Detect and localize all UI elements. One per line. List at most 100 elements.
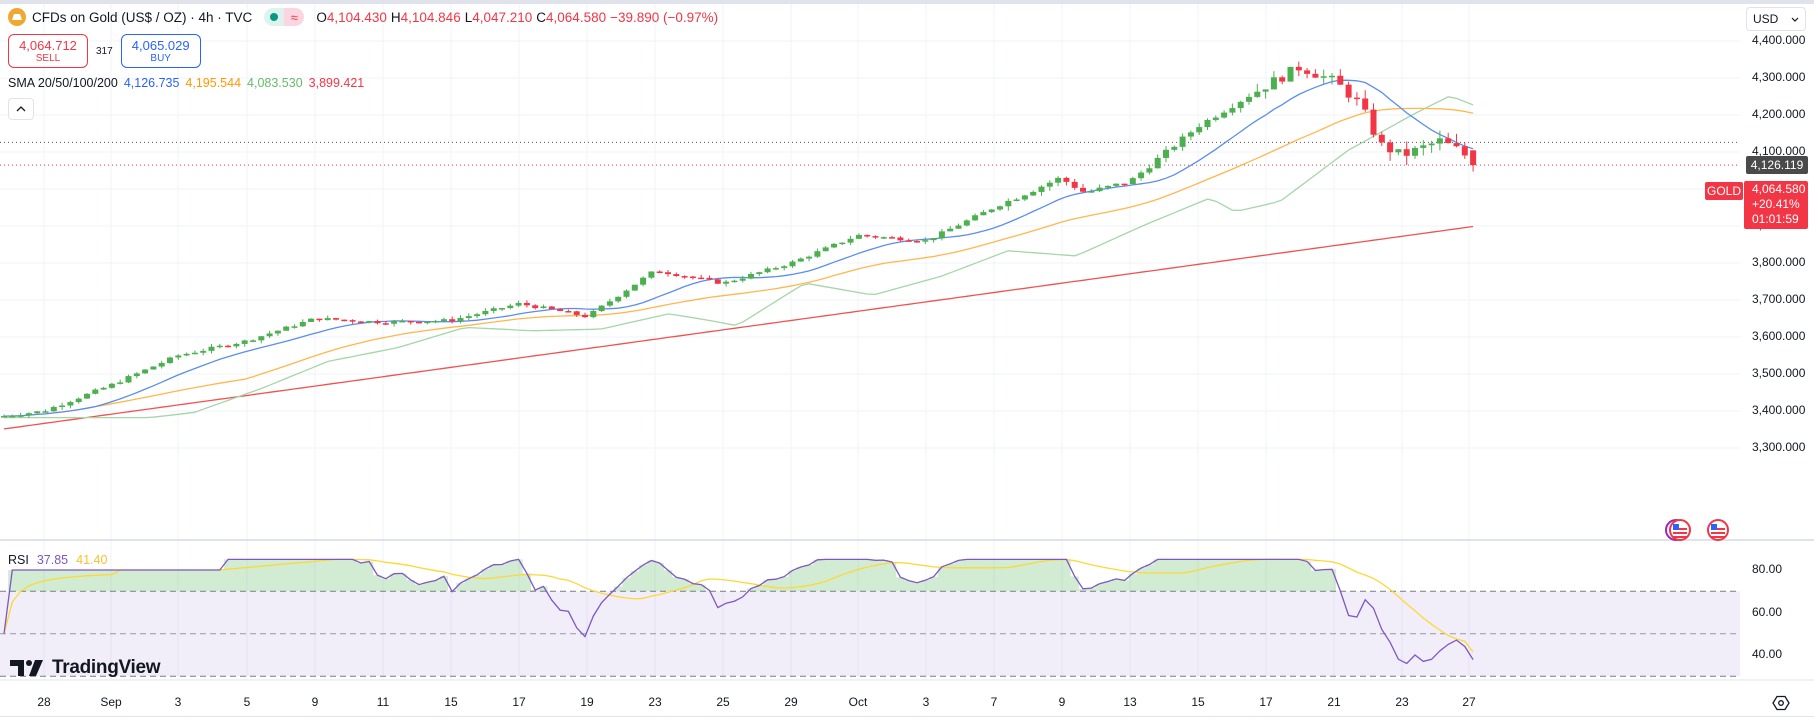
time-axis-label: 3 bbox=[922, 695, 930, 709]
time-axis-label: 15 bbox=[444, 695, 458, 709]
time-axis-label: 15 bbox=[1191, 695, 1205, 709]
time-axis-label: 5 bbox=[243, 695, 251, 709]
time-axis-label: 17 bbox=[512, 695, 526, 709]
price-axis-label: 3,300.000 bbox=[1752, 440, 1806, 454]
sma-label: SMA 20/50/100/200 bbox=[8, 76, 118, 90]
change-value: −39.890 (−0.97%) bbox=[610, 9, 719, 25]
sell-label: SELL bbox=[35, 52, 61, 64]
time-axis-label: 25 bbox=[716, 695, 730, 709]
rsi-ma-line bbox=[3, 558, 1474, 653]
rsi-label: RSI bbox=[8, 553, 29, 567]
time-axis-label: 29 bbox=[784, 695, 798, 709]
time-axis-label: 13 bbox=[1123, 695, 1137, 709]
time-axis-label: 23 bbox=[1395, 695, 1409, 709]
time-axis-label: Oct bbox=[848, 695, 868, 709]
rsi-axis-label: 40.00 bbox=[1752, 647, 1783, 661]
buy-price: 4,065.029 bbox=[131, 37, 190, 53]
price-axis-label: 3,700.000 bbox=[1752, 292, 1806, 306]
rsi-pane bbox=[0, 558, 1740, 677]
last-price-badge: 4,064.580 +20.41% 01:01:59 bbox=[1744, 181, 1808, 229]
tradingview-logo[interactable]: TradingView bbox=[10, 657, 161, 679]
time-axis-label: 3 bbox=[174, 695, 182, 709]
currency-value: USD bbox=[1753, 12, 1779, 26]
sell-price: 4,064.712 bbox=[19, 37, 77, 53]
sma20-value: 4,126.735 bbox=[123, 76, 180, 90]
sma-legend[interactable]: SMA 20/50/100/200 4,126.735 4,195.544 4,… bbox=[8, 76, 364, 90]
high-value: 4,104.846 bbox=[400, 9, 461, 25]
trade-buttons: 4,064.712 SELL 317 4,065.029 BUY bbox=[8, 34, 201, 68]
collapse-legend-button[interactable] bbox=[8, 98, 34, 120]
sma200-value: 3,899.421 bbox=[308, 76, 365, 90]
sma50-value: 4,195.544 bbox=[185, 76, 242, 90]
tradingview-mark-icon bbox=[10, 660, 43, 676]
time-axis-label: 17 bbox=[1259, 695, 1273, 709]
price-axis-label: 4,100.000 bbox=[1752, 144, 1806, 158]
time-axis-label: 11 bbox=[376, 695, 390, 709]
sma20-price-badge: 4,126.119 bbox=[1746, 156, 1808, 174]
chevron-down-icon bbox=[1791, 17, 1799, 22]
us-economic-event-icon-2[interactable] bbox=[1707, 519, 1729, 541]
sma100-value: 4,083.530 bbox=[247, 76, 303, 90]
low-label: L bbox=[464, 9, 473, 25]
buy-button[interactable]: 4,065.029 BUY bbox=[120, 34, 201, 68]
price-axis-label: 3,400.000 bbox=[1752, 403, 1806, 417]
sma20-line bbox=[3, 79, 1474, 417]
sma-lines bbox=[3, 79, 1474, 430]
currency-select[interactable]: USD bbox=[1746, 7, 1806, 31]
time-axis-label: 27 bbox=[1462, 695, 1476, 709]
symbol-title[interactable]: CFDs on Gold (US$ / OZ) · 4h · TVC bbox=[32, 9, 253, 25]
rsi-line bbox=[3, 558, 1474, 665]
time-axis-label: 9 bbox=[1058, 695, 1066, 709]
price-axis-label: 3,800.000 bbox=[1752, 255, 1806, 269]
open-value: 4,104.430 bbox=[326, 9, 387, 25]
rsi-ma-value: 41.40 bbox=[76, 553, 108, 567]
close-value: 4,064.580 bbox=[546, 9, 607, 25]
open-label: O bbox=[316, 9, 327, 25]
sma100-line bbox=[4, 96, 1474, 419]
buy-label: BUY bbox=[150, 52, 171, 64]
rsi-axis-label: 60.00 bbox=[1752, 604, 1783, 619]
time-axis-label: 28 bbox=[37, 695, 51, 709]
last-change: +20.41% bbox=[1752, 197, 1800, 211]
rsi-value: 37.85 bbox=[36, 553, 69, 567]
sell-button[interactable]: 4,064.712 SELL bbox=[8, 34, 88, 68]
time-axis-label: 9 bbox=[311, 695, 319, 709]
spread-value: 317 bbox=[96, 45, 113, 57]
time-axis-label: 7 bbox=[990, 695, 998, 709]
chevron-up-icon bbox=[16, 106, 26, 112]
bar-countdown: 01:01:59 bbox=[1752, 212, 1799, 226]
last-price: 4,064.580 bbox=[1752, 182, 1806, 196]
tradingview-wordmark: TradingView bbox=[52, 657, 161, 678]
bottom-border bbox=[0, 716, 1814, 717]
approx-icon: ≈ bbox=[284, 8, 305, 26]
time-axis-label: 23 bbox=[648, 695, 662, 709]
time-axis-label: Sep bbox=[100, 695, 122, 709]
price-axis-label: 4,400.000 bbox=[1752, 33, 1806, 47]
candles bbox=[1, 61, 1477, 418]
rsi-legend[interactable]: RSI 37.85 41.40 bbox=[8, 553, 107, 567]
low-value: 4,047.210 bbox=[472, 9, 533, 25]
close-label: C bbox=[536, 9, 547, 25]
sma200-line bbox=[3, 225, 1474, 430]
status-pill[interactable]: ≈ bbox=[264, 8, 305, 26]
settings-gear-icon[interactable] bbox=[1772, 694, 1790, 712]
time-axis-label: 21 bbox=[1327, 695, 1341, 709]
price-axis-label: 4,200.000 bbox=[1752, 107, 1806, 121]
grid bbox=[0, 4, 1740, 680]
price-axis-label: 3,500.000 bbox=[1752, 366, 1806, 380]
gold-bars-icon bbox=[8, 8, 26, 26]
ohlc-values: O4,104.430 H4,104.846 L4,047.210 C4,064.… bbox=[316, 10, 718, 25]
symbol-legend: CFDs on Gold (US$ / OZ) · 4h · TVC ≈ O4,… bbox=[8, 8, 718, 26]
rsi-overbought-fill bbox=[8, 559, 1345, 592]
market-open-dot-icon bbox=[264, 8, 285, 26]
price-axis-label: 3,600.000 bbox=[1752, 329, 1806, 343]
top-border bbox=[0, 0, 1814, 4]
us-economic-event-icon-1[interactable] bbox=[1665, 519, 1691, 541]
time-axis-label: 19 bbox=[580, 695, 594, 709]
high-label: H bbox=[390, 9, 401, 25]
symbol-tag-badge: GOLD bbox=[1705, 182, 1743, 200]
rsi-axis-label: 80.00 bbox=[1752, 562, 1783, 576]
sma50-line bbox=[3, 107, 1474, 417]
